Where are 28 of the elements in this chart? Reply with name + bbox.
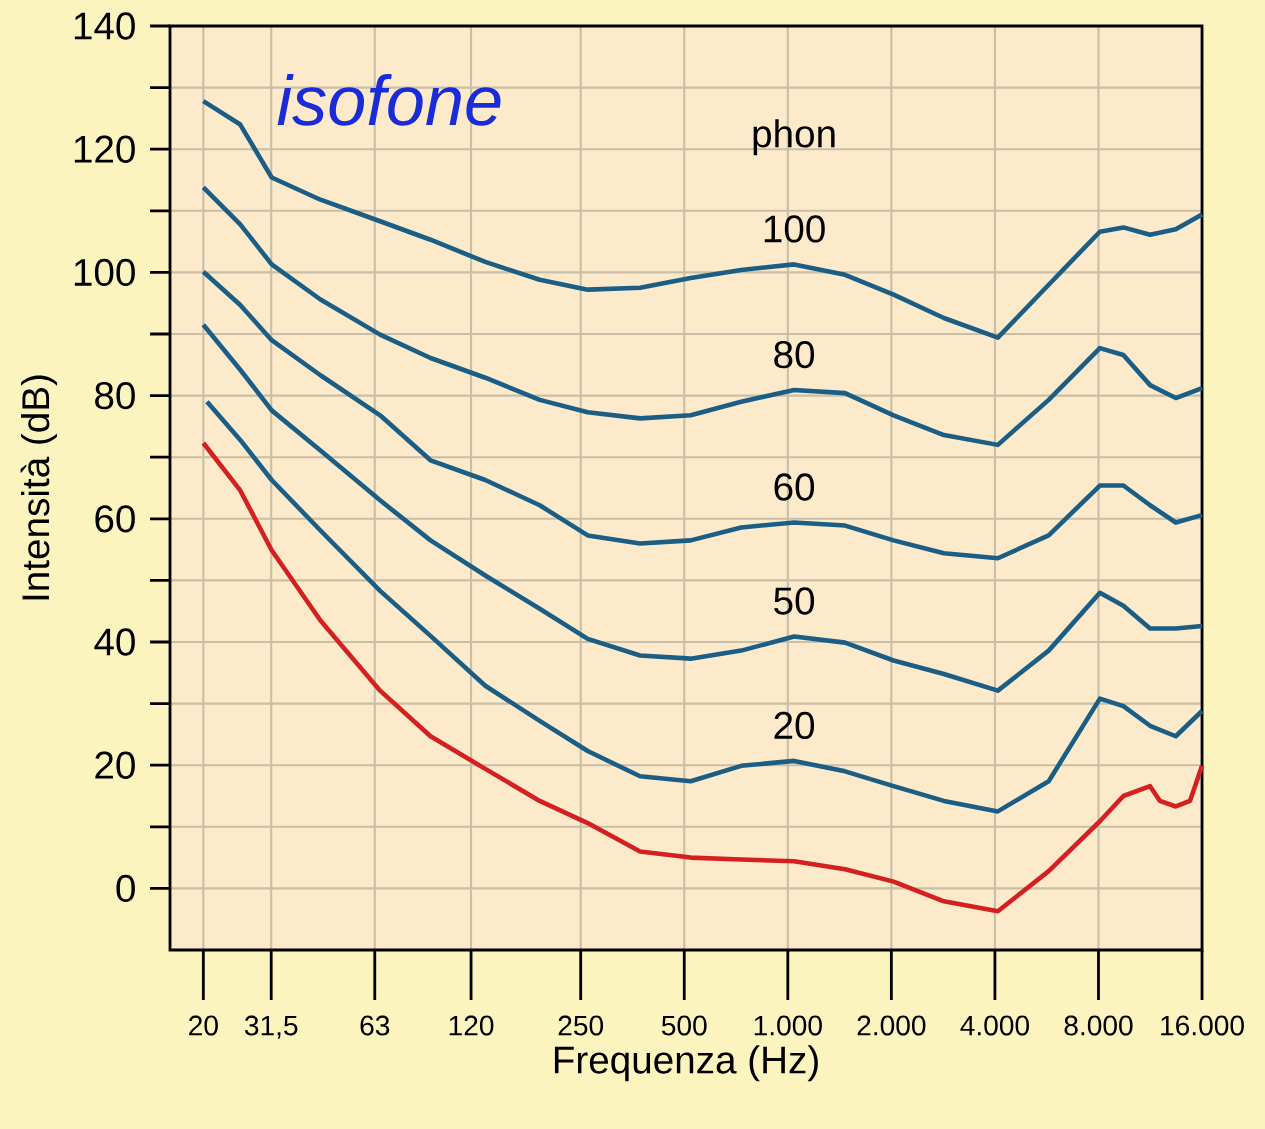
annotation: phon (753, 119, 835, 156)
series-label: 80 (774, 340, 815, 369)
y-tick-label: 140 (74, 12, 135, 40)
series-label: 100 (764, 215, 825, 243)
y-tick-label: 120 (74, 135, 135, 163)
x-tick-label: 500 (661, 1015, 707, 1036)
y-tick-label: 20 (95, 751, 135, 779)
x-tick-label: 16.000 (1161, 1015, 1244, 1036)
y-tick-label: 0 (116, 874, 135, 903)
y-axis-title: Intensità (dB) (20, 375, 58, 600)
y-tick-label: 100 (74, 258, 135, 287)
y-tick-label: 60 (95, 505, 135, 533)
x-tick-label: 1.000 (754, 1015, 822, 1036)
x-tick-label: 2.000 (857, 1015, 926, 1036)
x-tick-label: 250 (558, 1015, 604, 1036)
x-tick-label: 20 (189, 1015, 218, 1036)
x-tick-label: 4.000 (960, 1015, 1030, 1036)
x-tick-label: 31,5 (244, 1015, 298, 1039)
annotation: isofone (277, 74, 501, 126)
y-tick-label: 40 (94, 628, 135, 656)
series-label: 20 (774, 711, 815, 740)
series-label: 50 (774, 587, 815, 615)
y-tick-label: 80 (95, 381, 135, 410)
x-tick-label: 8.000 (1064, 1015, 1133, 1036)
x-axis-title: Frequenza (Hz) (554, 1045, 818, 1082)
x-tick-label: 120 (449, 1015, 494, 1036)
series-label: 60 (774, 473, 815, 501)
x-tick-label: 63 (360, 1015, 390, 1036)
